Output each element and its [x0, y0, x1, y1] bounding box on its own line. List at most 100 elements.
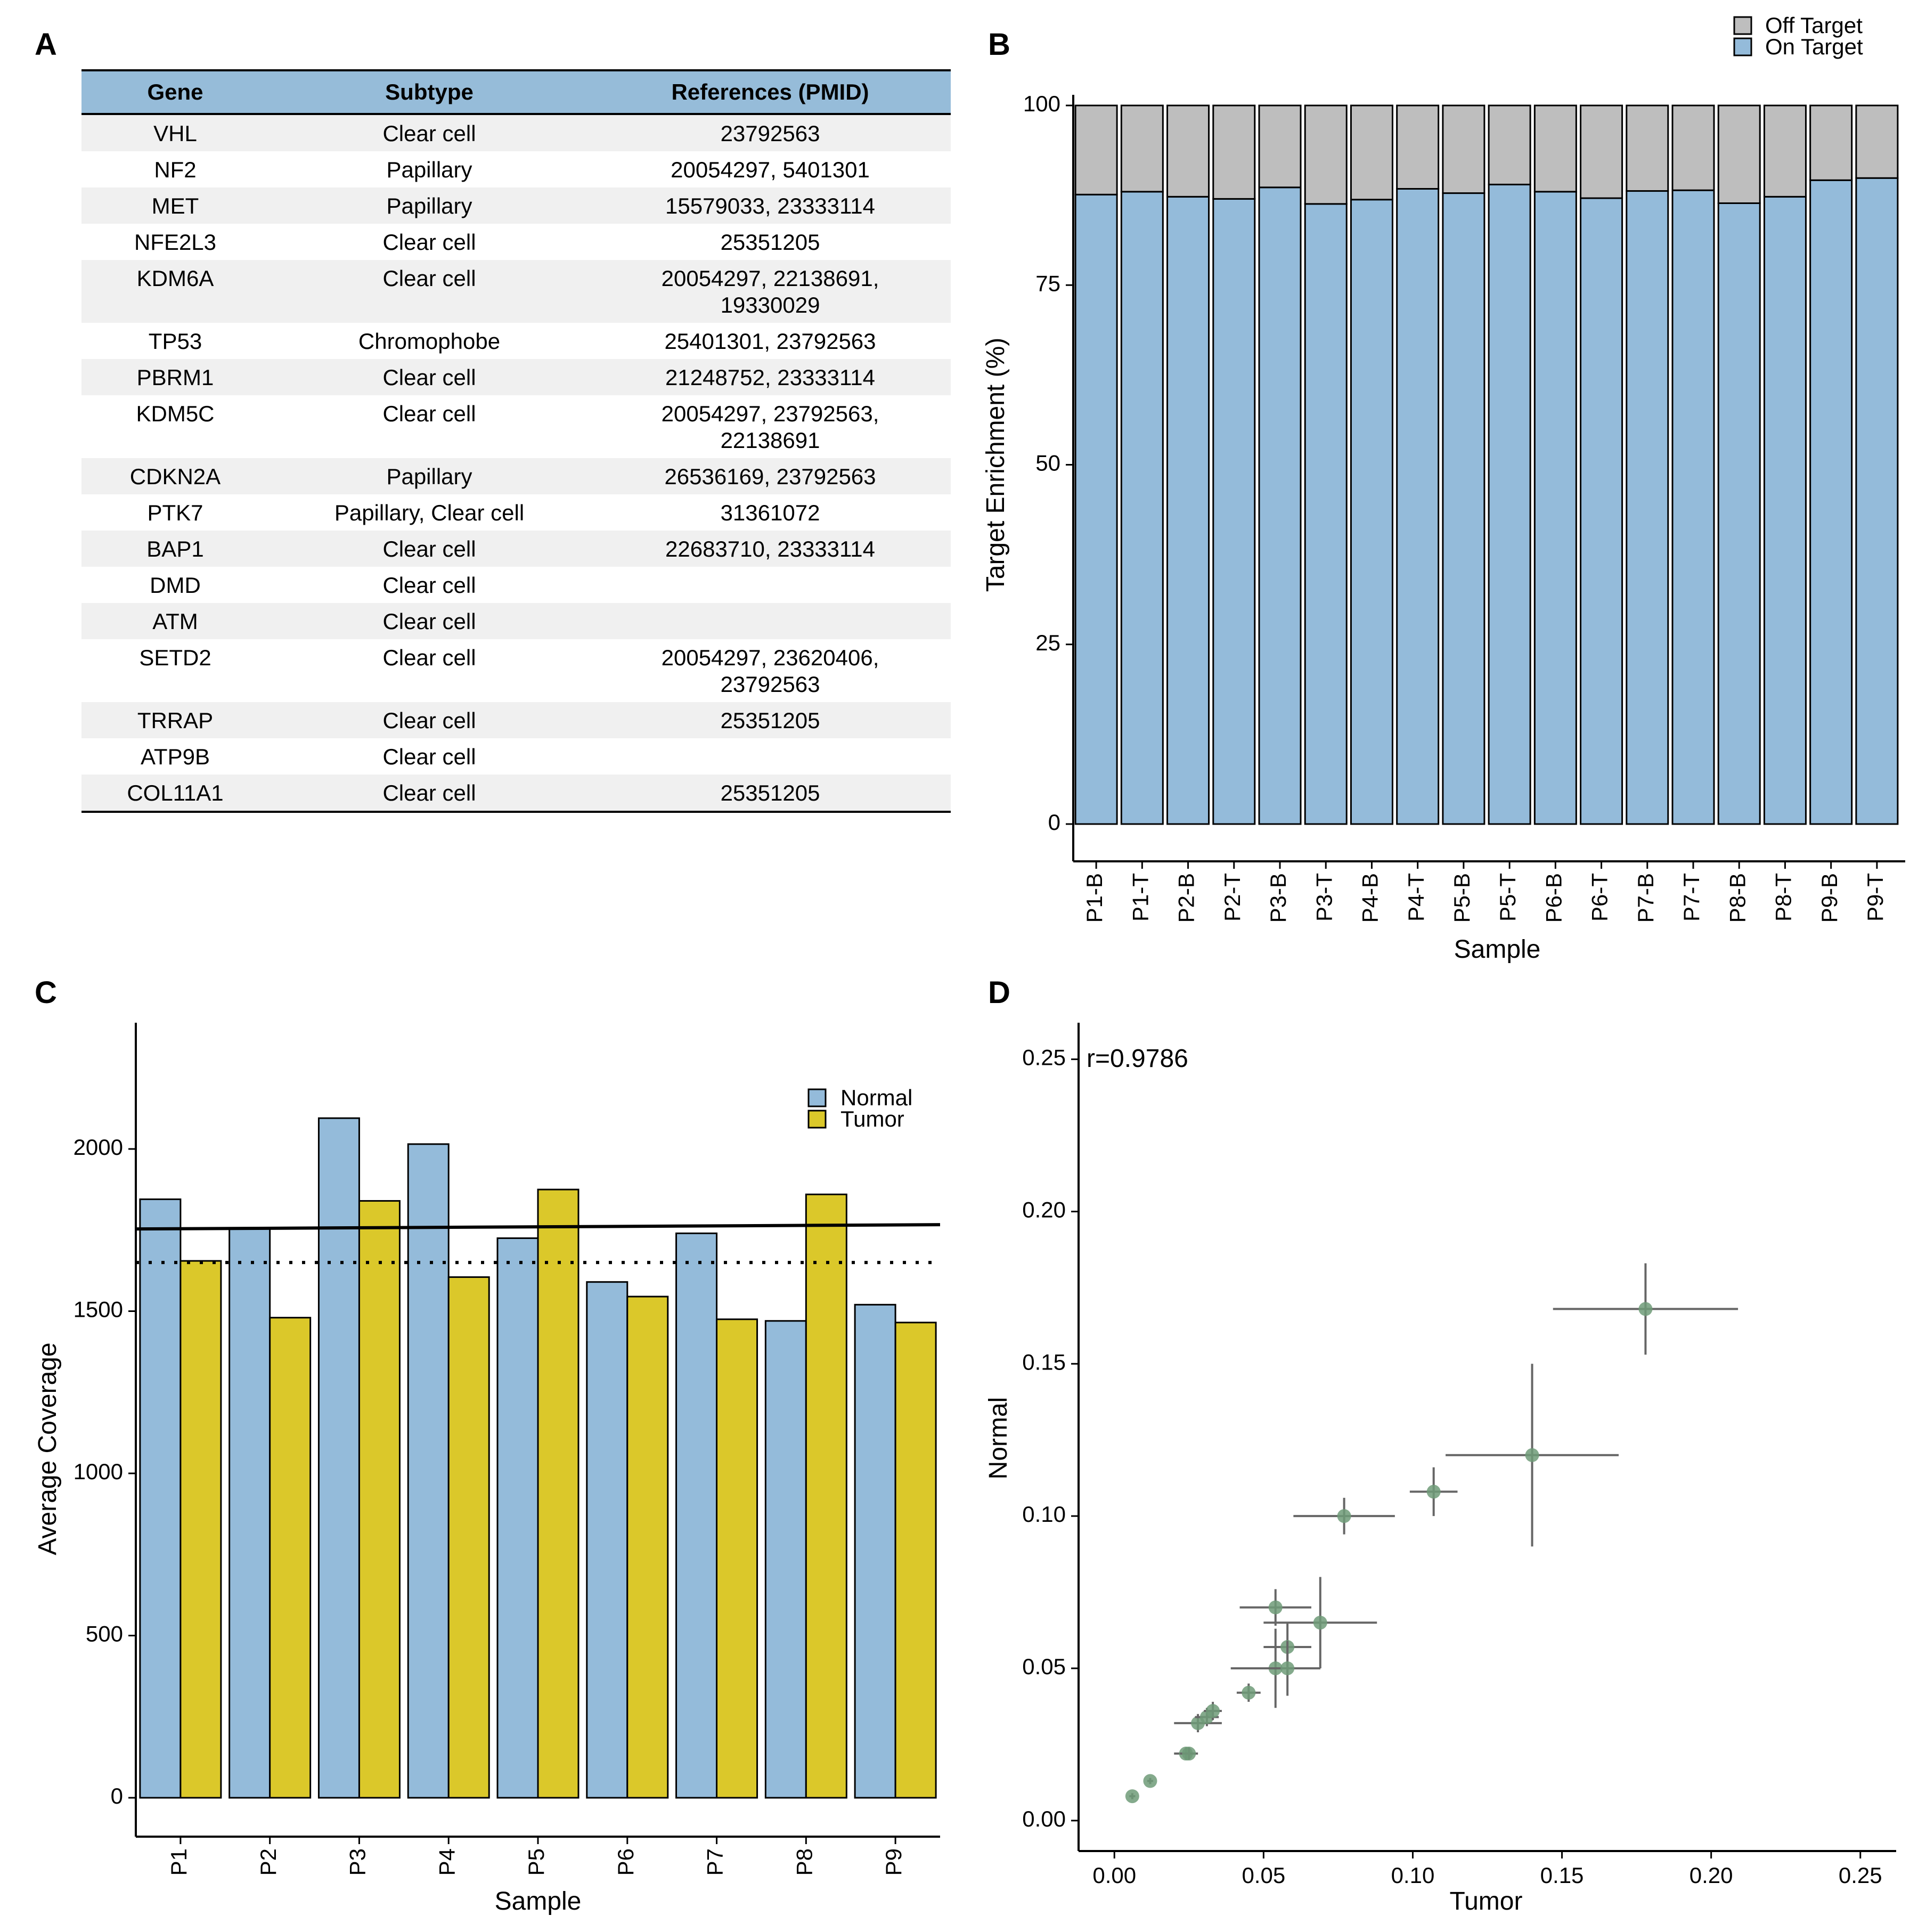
- x-tick-label: 0.25: [1839, 1863, 1882, 1888]
- bar-off-target: [1304, 104, 1348, 205]
- bar-normal: [675, 1232, 718, 1799]
- cell-gene: TP53: [148, 329, 202, 354]
- reference-line: 25401301, 23792563: [664, 329, 876, 354]
- bar-on-target: [1809, 179, 1853, 825]
- bar-tumor: [894, 1322, 937, 1799]
- bar-normal: [139, 1198, 182, 1799]
- y-tick-label: 50: [1035, 451, 1060, 476]
- x-tick-label: P3-B: [1266, 873, 1291, 923]
- bar-on-target: [1763, 195, 1807, 825]
- table-row: NF2 Papillary 20054297, 5401301: [81, 151, 951, 188]
- reference-line: 25351205: [720, 708, 820, 733]
- bar-on-target: [1855, 177, 1899, 825]
- x-tick-label: P9: [881, 1848, 906, 1876]
- table-row: ATP9B Clear cell: [81, 738, 951, 775]
- y-axis-title: Average Coverage: [34, 1342, 62, 1555]
- table-row: KDM5C Clear cell 20054297, 23792563, 221386…: [81, 395, 951, 458]
- cell-gene: ATM: [81, 603, 269, 639]
- x-tick-label: P4-T: [1403, 873, 1429, 922]
- bar-normal: [407, 1143, 450, 1799]
- y-axis-title: Normal: [984, 1397, 1013, 1480]
- table-row: PBRM1 Clear cell 21248752, 23333114: [81, 359, 951, 395]
- data-point: [1242, 1685, 1256, 1700]
- reference-line: 25351205: [720, 780, 820, 805]
- x-tick-label: 0.20: [1690, 1863, 1733, 1888]
- cell-subtype: Clear cell: [269, 603, 590, 639]
- cell-subtype: Clear cell: [269, 531, 590, 567]
- table-row: SETD2 Clear cell 20054297, 23620406, 237925…: [81, 639, 951, 702]
- bar-normal: [496, 1237, 539, 1799]
- table-row: DMD Clear cell: [81, 567, 951, 603]
- y-tick-label: 100: [1023, 91, 1060, 116]
- cell-references: 23792563: [590, 114, 951, 151]
- cell-references: 20054297, 23620406, 23792563: [590, 639, 951, 702]
- cell-references: 25351205: [590, 702, 951, 738]
- reference-line: 22683710, 23333114: [665, 536, 875, 561]
- table-row: COL11A1 Clear cell 25351205: [81, 775, 951, 813]
- table-row: KDM6A Clear cell 20054297, 22138691, 193300…: [81, 260, 951, 323]
- cell-gene: KDM6A: [81, 260, 269, 323]
- x-tick-label: P1-B: [1082, 873, 1107, 923]
- reference-line: 20054297, 23792563,: [661, 401, 879, 426]
- cell-gene: PTK7: [147, 500, 203, 525]
- x-tick-label: P2-B: [1174, 873, 1199, 923]
- table-row: MET Papillary 15579033, 23333114: [81, 188, 951, 224]
- table-row: PTK7 Papillary, Clear cell 31361072: [81, 494, 951, 531]
- x-tick-label: 0.10: [1391, 1863, 1435, 1888]
- bar-off-target: [1671, 104, 1715, 191]
- y-tick-label: 0.25: [1022, 1045, 1066, 1070]
- cell-references: 31361072: [590, 494, 951, 531]
- bar-tumor: [537, 1188, 580, 1799]
- x-tick-label: P8-B: [1725, 873, 1750, 923]
- x-tick-label: P5-T: [1495, 873, 1520, 922]
- y-tick-label: 1000: [74, 1459, 123, 1484]
- x-tick-label: P5-B: [1449, 873, 1474, 923]
- table-row: CDKN2A Papillary 26536169, 23792563: [81, 458, 951, 494]
- y-tick-label: 0: [111, 1783, 123, 1808]
- x-tick-label: P8: [791, 1848, 817, 1876]
- table-row: VHL Clear cell 23792563: [81, 114, 951, 151]
- table-row: TRRAP Clear cell 25351205: [81, 702, 951, 738]
- cell-gene: NFE2L3: [134, 230, 217, 255]
- column-header-subtype: Subtype: [269, 69, 590, 115]
- bar-normal: [317, 1117, 360, 1799]
- bar-off-target: [1212, 104, 1256, 200]
- data-point: [1638, 1302, 1653, 1316]
- table-header-row: Gene Subtype References (PMID): [81, 69, 951, 115]
- cell-subtype: Clear cell: [382, 573, 476, 598]
- bar-off-target: [1258, 104, 1302, 189]
- cell-references: 20054297, 22138691, 19330029: [590, 260, 951, 323]
- x-tick-label: P2: [256, 1848, 281, 1876]
- x-tick-label: P4-B: [1358, 873, 1383, 923]
- bar-tumor: [447, 1276, 490, 1799]
- table-row: TP53 Chromophobe 25401301, 23792563: [81, 323, 951, 359]
- cell-gene: CDKN2A: [81, 458, 269, 494]
- cell-references: 25351205: [590, 224, 951, 260]
- cell-subtype: Chromophobe: [358, 329, 501, 354]
- cell-references: [590, 603, 951, 639]
- bar-off-target: [1626, 104, 1669, 192]
- cell-gene: ATP9B: [141, 744, 210, 769]
- cell-subtype: Papillary: [386, 157, 472, 182]
- reference-line: 20054297, 5401301: [671, 157, 870, 182]
- cell-subtype: Clear cell: [382, 401, 476, 426]
- cell-subtype: Papillary: [269, 188, 590, 224]
- cell-references: 20054297, 23792563, 22138691: [590, 395, 951, 458]
- cell-gene: DMD: [150, 573, 201, 598]
- legend-label-off-target: Off Target: [1765, 13, 1863, 38]
- cell-subtype: Clear cell: [382, 230, 476, 255]
- legend-swatch-off-target: [1733, 16, 1752, 35]
- bar-off-target: [1488, 104, 1531, 185]
- cell-subtype: Clear cell: [382, 744, 476, 769]
- x-tick-label: P4: [434, 1848, 459, 1876]
- x-tick-label: P1: [166, 1848, 191, 1876]
- x-tick-label: 0.15: [1540, 1863, 1584, 1888]
- cell-references: 25351205: [590, 775, 951, 813]
- y-tick-label: 75: [1035, 271, 1060, 296]
- data-point: [1125, 1789, 1139, 1804]
- data-point: [1268, 1600, 1283, 1615]
- panel-label-d: D: [988, 975, 1010, 1010]
- bar-tumor: [179, 1260, 222, 1799]
- bar-on-target: [1626, 190, 1669, 825]
